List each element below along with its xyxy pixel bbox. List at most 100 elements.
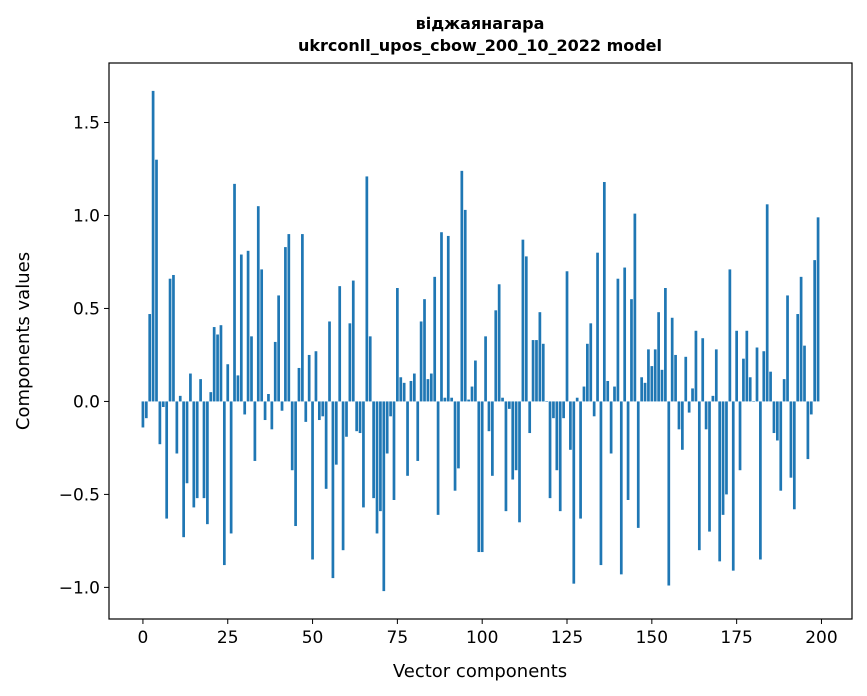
bar-125 — [565, 271, 569, 402]
bar-60 — [345, 401, 348, 437]
bar-35 — [260, 269, 264, 402]
bar-47 — [301, 234, 304, 402]
bar-38 — [270, 401, 274, 430]
bar-45 — [294, 401, 297, 527]
bar-103 — [491, 401, 494, 476]
bar-3 — [151, 90, 155, 402]
bar-136 — [602, 182, 606, 402]
bar-43 — [287, 234, 291, 402]
axis-ticks-group: 0 25 50 75 100 125 150 175 200 −1.0 −0.5 0.0 0.5 1.0 1… — [59, 114, 838, 648]
bar-161 — [687, 401, 691, 413]
bar-46 — [297, 367, 301, 402]
y-tick-label: 1.5 — [73, 114, 100, 134]
bar-107 — [504, 401, 508, 512]
bar-178 — [745, 330, 749, 402]
bar-71 — [382, 401, 386, 592]
bar-36 — [263, 401, 267, 421]
bar-138 — [609, 401, 613, 454]
x-tick-label: 100 — [466, 628, 498, 648]
bar-140 — [616, 278, 620, 402]
bar-148 — [643, 382, 647, 402]
bar-78 — [406, 401, 409, 476]
bar-181 — [755, 347, 759, 402]
bar-0 — [141, 401, 145, 428]
bar-77 — [402, 382, 406, 402]
x-axis-label: Vector components — [393, 661, 567, 682]
bar-49 — [307, 354, 311, 402]
bar-173 — [728, 269, 732, 402]
bar-54 — [324, 401, 328, 489]
bar-33 — [253, 401, 257, 461]
bar-92 — [453, 401, 457, 491]
bar-110 — [514, 401, 518, 471]
bar-188 — [779, 401, 783, 491]
bar-155 — [667, 401, 671, 586]
bar-196 — [806, 401, 810, 460]
bar-42 — [284, 247, 287, 402]
bar-175 — [735, 330, 738, 402]
bar-141 — [619, 401, 623, 575]
bar-139 — [613, 386, 616, 402]
bar-184 — [765, 204, 769, 402]
bar-174 — [731, 401, 735, 571]
bar-151 — [653, 349, 657, 402]
bar-183 — [762, 351, 766, 402]
bar-19 — [206, 401, 209, 525]
bar-128 — [575, 397, 579, 402]
plot-frame — [108, 62, 853, 620]
bar-144 — [630, 299, 633, 402]
bar-165 — [701, 338, 705, 402]
bar-122 — [555, 401, 559, 471]
bar-10 — [175, 401, 179, 454]
bar-135 — [599, 401, 603, 566]
bar-134 — [596, 252, 599, 402]
bar-65 — [362, 401, 365, 508]
bar-5 — [158, 401, 162, 445]
bar-2 — [148, 314, 152, 402]
bar-15 — [192, 401, 196, 508]
bar-76 — [399, 377, 403, 402]
bar-106 — [501, 397, 504, 402]
bar-189 — [782, 379, 786, 402]
bar-194 — [799, 276, 803, 402]
bar-51 — [314, 351, 318, 402]
bar-31 — [246, 250, 250, 402]
bar-100 — [480, 401, 484, 553]
bar-23 — [219, 325, 223, 402]
bar-152 — [657, 312, 660, 402]
bar-69 — [375, 401, 379, 534]
bar-14 — [189, 373, 192, 402]
bar-115 — [531, 340, 535, 402]
bar-27 — [233, 183, 236, 402]
bar-190 — [786, 295, 789, 402]
bar-20 — [209, 392, 213, 402]
bar-6 — [161, 401, 165, 408]
x-tick-label: 75 — [387, 628, 409, 648]
bar-67 — [368, 336, 372, 402]
bar-180 — [752, 401, 755, 402]
bar-117 — [538, 312, 542, 402]
chart-title-line2: ukrconll_upos_cbow_200_10_2022 model — [298, 36, 662, 55]
bar-53 — [321, 401, 325, 417]
x-tick-label: 0 — [138, 628, 149, 648]
bar-18 — [202, 401, 206, 499]
y-axis-label: Components values — [13, 252, 34, 430]
bar-164 — [697, 401, 701, 551]
bar-70 — [379, 401, 382, 512]
bar-40 — [277, 295, 280, 402]
bar-193 — [796, 314, 800, 402]
bar-119 — [545, 401, 549, 402]
bar-108 — [507, 401, 511, 409]
x-tick-label: 25 — [217, 628, 239, 648]
bar-64 — [358, 401, 362, 434]
bar-7 — [165, 401, 169, 519]
bar-97 — [470, 386, 474, 402]
bar-95 — [463, 209, 467, 402]
x-tick-label: 50 — [302, 628, 324, 648]
bar-26 — [229, 401, 233, 534]
bar-22 — [216, 334, 219, 402]
bar-116 — [535, 340, 538, 402]
bar-143 — [626, 401, 630, 500]
bar-1 — [144, 401, 148, 419]
bar-80 — [412, 373, 416, 402]
